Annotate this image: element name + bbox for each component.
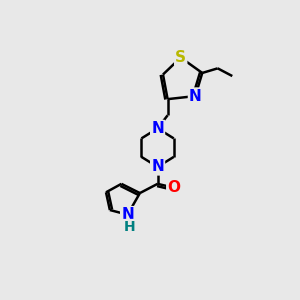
Text: N: N bbox=[121, 207, 134, 222]
Text: N: N bbox=[151, 159, 164, 174]
Text: S: S bbox=[175, 50, 186, 65]
Text: O: O bbox=[167, 180, 180, 195]
Text: N: N bbox=[151, 121, 164, 136]
Text: N: N bbox=[189, 88, 202, 104]
Text: H: H bbox=[123, 220, 135, 234]
